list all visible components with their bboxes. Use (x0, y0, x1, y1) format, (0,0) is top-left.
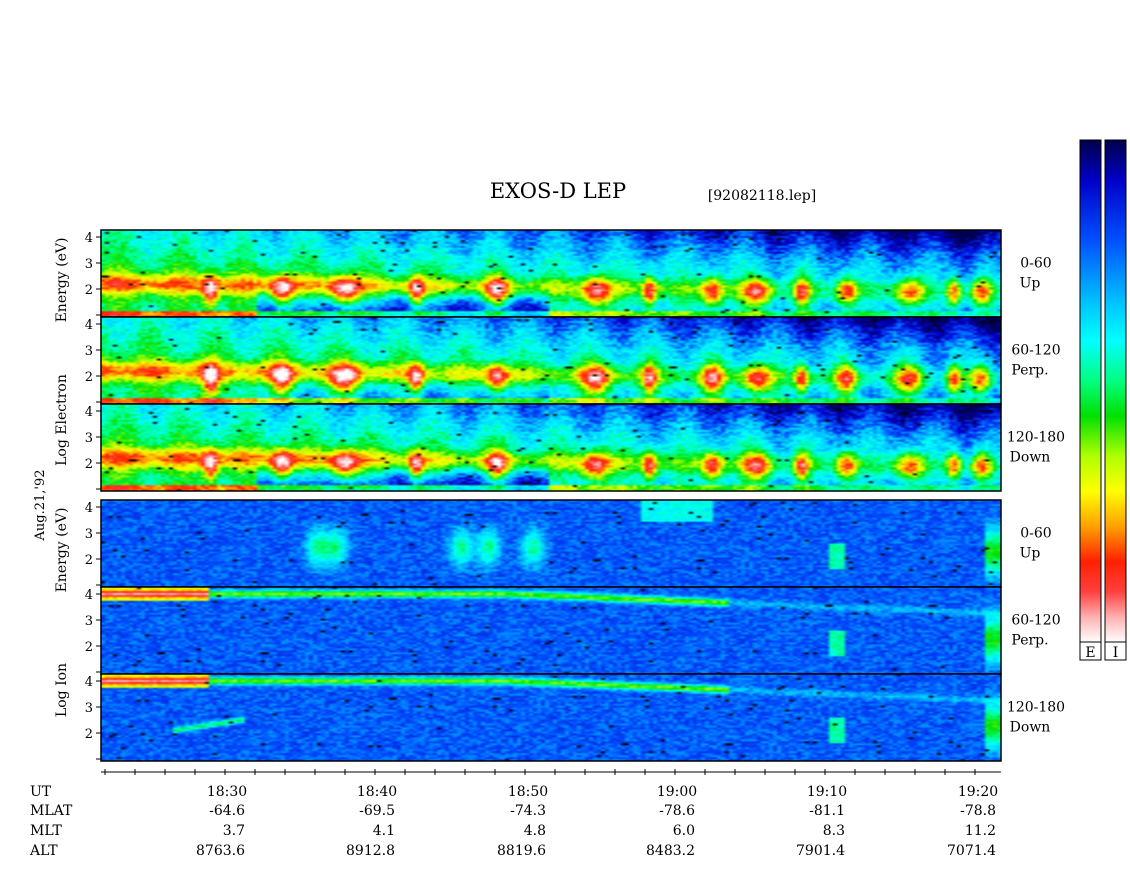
time-tick-label: 18:50 (508, 784, 548, 800)
pitch-range-label: 0-60 (1020, 256, 1051, 272)
y-tick-label: 3 (85, 614, 93, 629)
colorbar-label: E (1085, 645, 1095, 661)
ephemeris-value: 4.1 (373, 823, 395, 839)
y-tick-label: 2 (85, 283, 93, 298)
spectrogram-ion-1 (101, 587, 1001, 674)
y-tick-label: 4 (85, 231, 93, 246)
y-tick-label: 4 (85, 588, 93, 603)
spectrogram-electron-2 (101, 404, 1001, 491)
spectrogram-ion-2 (101, 674, 1001, 761)
ephemeris-value: 7901.4 (796, 843, 845, 859)
pitch-direction-label: Perp. (1011, 633, 1048, 649)
ephemeris-value: 8763.6 (196, 843, 245, 859)
ephemeris-row-label: MLT (30, 823, 62, 839)
y-tick-label: 3 (85, 527, 93, 542)
ephemeris-value: 8819.6 (497, 843, 546, 859)
file-label: [92082118.lep] (708, 188, 816, 204)
y-tick-label: 2 (85, 370, 93, 385)
panel-frame (100, 673, 1002, 762)
ephemeris-value: 11.2 (965, 823, 996, 839)
colorbar-I (1104, 139, 1127, 643)
ephemeris-value: -69.5 (359, 803, 395, 819)
ephemeris-value: 6.0 (673, 823, 695, 839)
pitch-range-label: 0-60 (1020, 526, 1051, 542)
ephemeris-row-label: UT (30, 784, 52, 800)
ephemeris-value: -81.1 (809, 803, 845, 819)
date-label: Aug.21,'92 (33, 469, 48, 541)
time-tick-label: 19:10 (807, 784, 847, 800)
y-tick-label: 2 (85, 727, 93, 742)
spectrogram-electron-0 (101, 230, 1001, 317)
y-tick-label: 4 (85, 405, 93, 420)
y-tick-label: 2 (85, 640, 93, 655)
y-tick-label: 3 (85, 257, 93, 272)
ephemeris-value: -78.8 (960, 803, 996, 819)
ephemeris-value: 8483.2 (646, 843, 695, 859)
ephemeris-value: -64.6 (209, 803, 245, 819)
ephemeris-value: -78.6 (659, 803, 695, 819)
ephemeris-value: 8912.8 (346, 843, 395, 859)
colorbar-label-box (1079, 641, 1102, 661)
pitch-direction-label: Perp. (1011, 363, 1048, 379)
ephemeris-row-label: MLAT (30, 803, 73, 819)
pitch-direction-label: Down (1010, 450, 1051, 466)
ephemeris-value: 7071.4 (947, 843, 996, 859)
colorbar-label-box (1104, 641, 1127, 661)
time-tick-label: 19:00 (657, 784, 697, 800)
time-tick-label: 19:20 (958, 784, 998, 800)
y-tick-label: 2 (85, 457, 93, 472)
y-tick-label: 2 (85, 553, 93, 568)
pitch-range-label: 120-180 (1007, 430, 1065, 446)
pitch-range-label: 120-180 (1007, 700, 1065, 716)
ylabel-log-species: Log Electron (54, 374, 70, 466)
ylabel-log-species: Log Ion (54, 663, 70, 717)
pitch-direction-label: Up (1020, 546, 1041, 562)
ephemeris-value: 8.3 (823, 823, 845, 839)
ephemeris-value: -74.3 (510, 803, 546, 819)
y-tick-label: 4 (85, 675, 93, 690)
y-tick-label: 3 (85, 344, 93, 359)
pitch-range-label: 60-120 (1011, 343, 1060, 359)
time-tick-label: 18:40 (357, 784, 397, 800)
axes-layer: 2 3 4 0-60 Up 2 3 4 60-120 Perp. 2 3 4 120-180 Down Ene… (29, 231, 1065, 859)
panel-frame (100, 403, 1002, 492)
ylabel-energy: Energy (eV) (54, 508, 70, 593)
colorbar-E (1079, 139, 1102, 643)
spectrogram-electron-1 (101, 317, 1001, 404)
time-tick-label: 18:30 (207, 784, 247, 800)
colorbar-label: I (1113, 645, 1119, 661)
y-tick-label: 3 (85, 431, 93, 446)
pitch-range-label: 60-120 (1011, 613, 1060, 629)
y-tick-label: 4 (85, 501, 93, 516)
ylabel-energy: Energy (eV) (54, 238, 70, 323)
y-tick-label: 4 (85, 318, 93, 333)
pitch-direction-label: Down (1010, 720, 1051, 736)
panels-layer (100, 229, 1002, 762)
chart-title: EXOS-D LEP (490, 179, 626, 203)
pitch-direction-label: Up (1020, 276, 1041, 292)
ephemeris-row-label: ALT (29, 843, 58, 859)
y-tick-label: 3 (85, 701, 93, 716)
ephemeris-value: 4.8 (524, 823, 546, 839)
ephemeris-value: 3.7 (223, 823, 245, 839)
spectrogram-ion-0 (101, 500, 1001, 587)
